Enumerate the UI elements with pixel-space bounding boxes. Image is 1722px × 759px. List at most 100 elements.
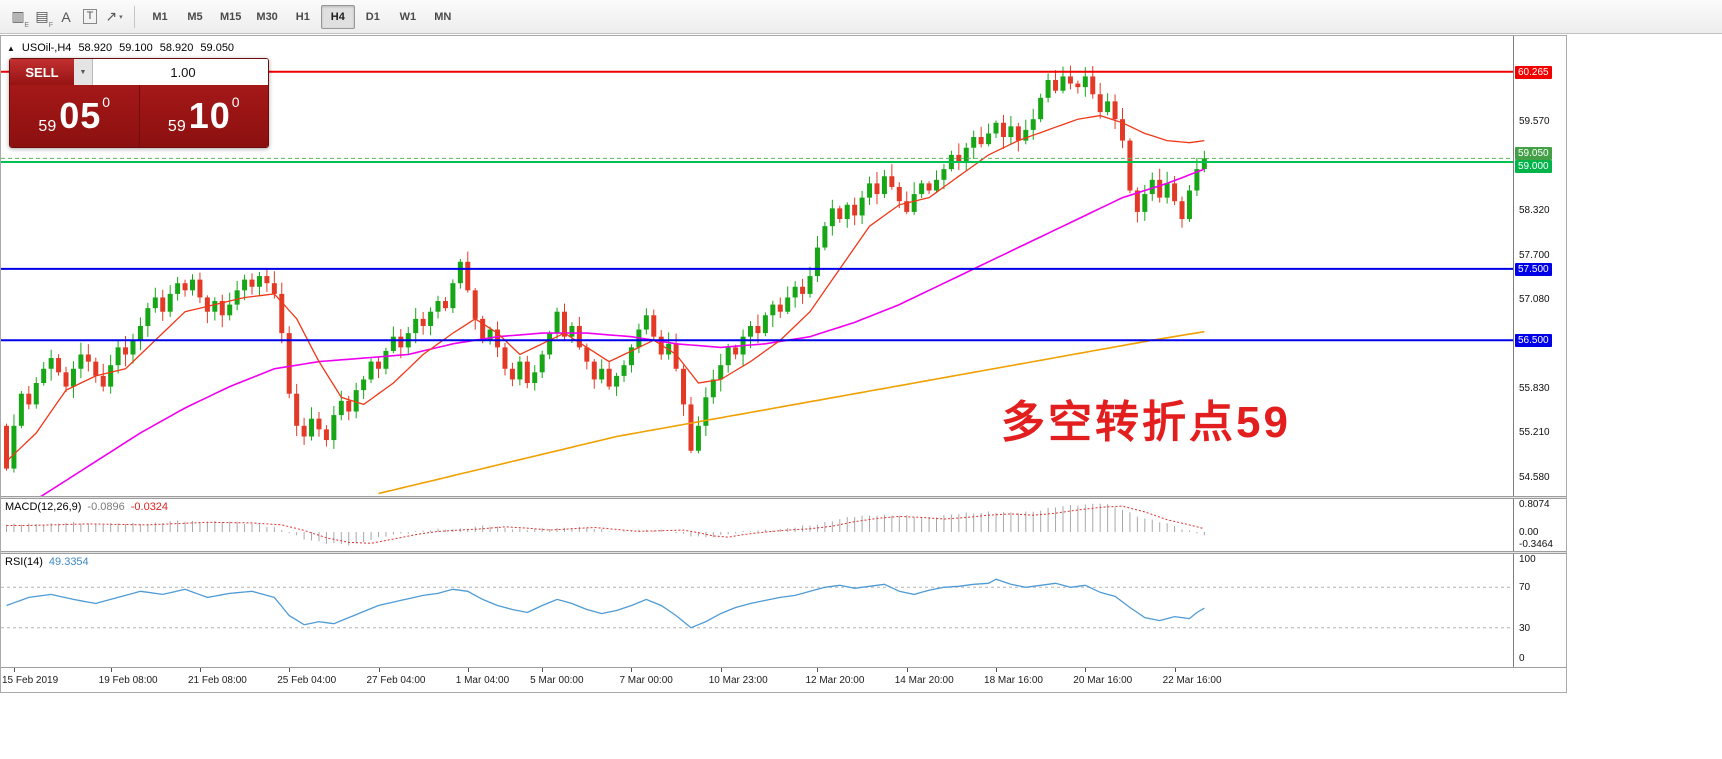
time-tick xyxy=(13,668,15,672)
macd-panel: MACD(12,26,9) -0.0896 -0.0324 0.8074 0.00… xyxy=(1,499,1566,551)
time-axis-label: 1 Mar 04:00 xyxy=(455,675,510,686)
time-tick xyxy=(199,668,201,672)
tf-button-m5[interactable]: M5 xyxy=(187,10,203,23)
volume-field-wrap: ▲ ▼ xyxy=(93,59,268,85)
time-axis-label: 20 Mar 16:00 xyxy=(1073,675,1133,686)
tf-button-h4[interactable]: H4 xyxy=(320,4,355,29)
tf-button-m1[interactable]: M1 xyxy=(152,10,168,23)
chart-template-icon-button[interactable]: ▤ F xyxy=(30,5,54,29)
tf-button-h1[interactable]: H1 xyxy=(295,10,310,23)
sell-price-big-digits: 05 xyxy=(59,95,102,136)
time-axis-label: 22 Mar 16:00 xyxy=(1162,675,1222,686)
chart-candles-icon-button[interactable]: ▥ E xyxy=(6,5,30,29)
macd-canvas[interactable] xyxy=(1,499,1566,551)
time-axis-label: 12 Mar 20:00 xyxy=(805,675,865,686)
buy-price-display[interactable]: 59 10 0 xyxy=(138,85,269,147)
price-tag-56.500: 56.500 xyxy=(1515,334,1552,348)
time-tick xyxy=(996,668,998,672)
time-tick xyxy=(467,668,469,672)
volume-input[interactable] xyxy=(93,59,268,85)
annotation-letter-icon: A xyxy=(61,8,71,25)
chevron-down-icon: ▼ xyxy=(79,68,87,76)
trade-panel-top-row: SELL ▼ ▲ ▼ BUY xyxy=(10,59,268,85)
buy-price-big-digits: 10 xyxy=(188,95,231,136)
chevron-down-icon: ▾ xyxy=(119,13,123,21)
draw-arrow-icon-button[interactable]: ↗ ▾ xyxy=(102,5,126,29)
time-tick xyxy=(817,668,819,672)
macd-axis[interactable]: 0.8074 0.00 -0.3464 xyxy=(1513,499,1566,551)
draw-arrow-icon: ↗ xyxy=(105,8,118,24)
price-tag-59.050: 59.050 xyxy=(1515,147,1552,161)
tf-button-w1[interactable]: W1 xyxy=(399,10,417,23)
text-tool-icon: T xyxy=(82,9,98,24)
annotation-letter-icon-button[interactable]: A xyxy=(54,5,78,29)
time-axis-label: 21 Feb 08:00 xyxy=(187,675,247,686)
chart-text-annotation: 多空转折点59 xyxy=(1001,398,1291,447)
time-tick xyxy=(631,668,633,672)
tf-button-m30[interactable]: M30 xyxy=(256,10,278,23)
price-axis[interactable]: 59.570 58.320 57.700 57.080 55.830 55.210 54.5… xyxy=(1513,36,1566,496)
rsi-axis[interactable]: 100 70 30 0 xyxy=(1513,554,1566,667)
volume-dropdown-button[interactable]: ▼ xyxy=(74,59,93,85)
main-chart-canvas[interactable] xyxy=(1,36,1566,496)
text-tool-icon-button[interactable]: T xyxy=(78,5,102,29)
price-tag-59.000: 59.000 xyxy=(1515,159,1552,173)
price-axis-label: 58.320 xyxy=(1519,205,1550,217)
time-tick xyxy=(720,668,722,672)
tf-button-d1[interactable]: D1 xyxy=(365,10,380,23)
splitter-main-macd[interactable] xyxy=(1,496,1566,499)
time-axis-label: 5 Mar 00:00 xyxy=(530,675,584,686)
rsi-axis-label: 30 xyxy=(1519,622,1531,634)
one-click-trade-panel: SELL ▼ ▲ ▼ BUY 59 05 0 xyxy=(9,58,269,148)
main-chart-panel: 59.570 58.320 57.700 57.080 55.830 55.210 54.5… xyxy=(1,36,1566,496)
time-axis-label: 19 Feb 08:00 xyxy=(98,675,158,686)
toolbar-separator xyxy=(134,5,135,28)
price-tag-57.500: 57.500 xyxy=(1515,262,1552,276)
sell-price-major: 59 xyxy=(38,118,57,135)
rsi-value: 49.3354 xyxy=(48,556,89,568)
time-axis-label: 27 Feb 04:00 xyxy=(366,675,426,686)
chart-window: 59.570 58.320 57.700 57.080 55.830 55.210 54.5… xyxy=(0,35,1567,693)
time-axis-label: 14 Mar 20:00 xyxy=(894,675,954,686)
time-axis-label: 15 Feb 2019 xyxy=(2,675,59,686)
macd-main-value: -0.0896 xyxy=(87,501,125,513)
time-tick xyxy=(542,668,544,672)
price-axis-label: 57.700 xyxy=(1519,249,1550,261)
sell-price-display[interactable]: 59 05 0 xyxy=(10,85,139,147)
macd-axis-label: -0.3464 xyxy=(1519,539,1553,551)
time-axis-label: 10 Mar 23:00 xyxy=(708,675,768,686)
macd-axis-label: 0.00 xyxy=(1519,527,1539,538)
symbol-period-label: USOil-,H4 xyxy=(21,42,72,54)
rsi-name: RSI(14) xyxy=(5,556,43,568)
rsi-panel: RSI(14) 49.3354 100 70 30 0 xyxy=(1,554,1566,667)
sell-price-pip-digit: 0 xyxy=(102,94,111,110)
price-axis-label: 59.570 xyxy=(1519,116,1550,128)
chart-candles-icon: ▥ xyxy=(11,8,25,24)
macd-axis-label: 0.8074 xyxy=(1519,499,1550,510)
price-axis-label: 57.080 xyxy=(1519,293,1550,305)
chart-template-icon: ▤ xyxy=(35,8,49,24)
time-tick xyxy=(1174,668,1176,672)
trade-panel-price-row: 59 05 0 59 10 0 xyxy=(10,85,268,147)
rsi-axis-label: 100 xyxy=(1519,554,1536,565)
sell-button[interactable]: SELL xyxy=(10,59,74,85)
time-axis[interactable]: 15 Feb 2019 19 Feb 08:00 21 Feb 08:00 25 Fe… xyxy=(1,667,1566,692)
rsi-canvas[interactable] xyxy=(1,554,1566,667)
ohlc-open: 58.920 xyxy=(78,42,113,54)
ohlc-high: 59.100 xyxy=(119,42,153,54)
time-tick xyxy=(110,668,112,672)
ohlc-low: 58.920 xyxy=(159,42,194,54)
splitter-macd-rsi[interactable] xyxy=(1,551,1566,554)
ohlc-close: 59.050 xyxy=(200,42,235,54)
time-tick xyxy=(378,668,380,672)
tf-button-m15[interactable]: M15 xyxy=(220,10,242,23)
macd-label: MACD(12,26,9) -0.0896 -0.0324 xyxy=(5,501,168,513)
price-axis-label: 55.210 xyxy=(1519,427,1550,439)
toolbar: ▥ E ▤ F A T ↗ ▾ M1 M5 M15 M30 H1 H4 D1 W1 MN xyxy=(0,0,1722,34)
icon-subscript: F xyxy=(48,21,53,29)
time-axis-label: 25 Feb 04:00 xyxy=(277,675,337,686)
icon-subscript: E xyxy=(24,21,29,29)
tf-button-mn[interactable]: MN xyxy=(434,10,452,23)
time-tick xyxy=(289,668,291,672)
